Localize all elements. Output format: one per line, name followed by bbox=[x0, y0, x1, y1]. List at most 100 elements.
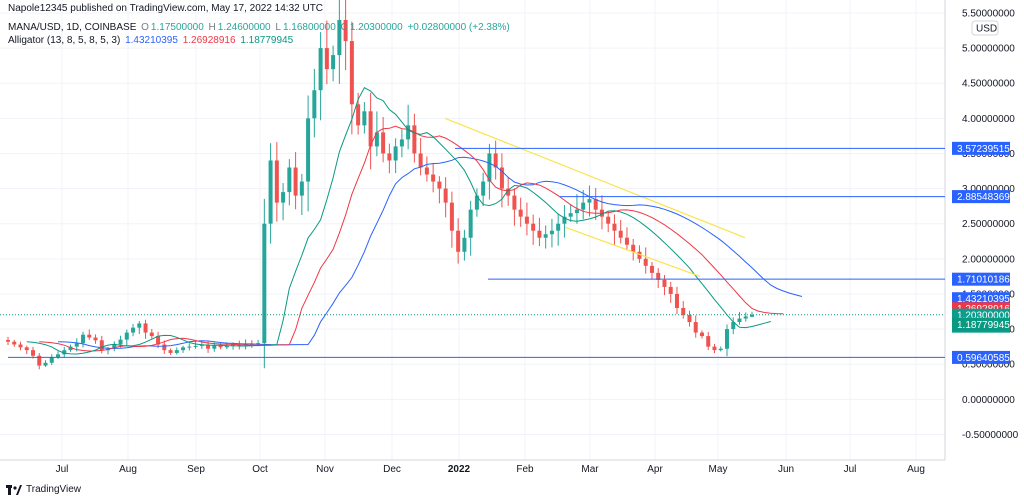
candle-body bbox=[56, 354, 61, 358]
candle-body bbox=[181, 347, 186, 351]
candle-body bbox=[374, 132, 379, 147]
tradingview-logo-icon bbox=[6, 484, 22, 495]
x-tick-label: Dec bbox=[383, 464, 401, 475]
candle-body bbox=[681, 307, 686, 316]
y-tick-label: 3.00000000 bbox=[962, 184, 1015, 195]
candle-body bbox=[587, 199, 592, 203]
candle-body bbox=[637, 251, 642, 259]
candle-body bbox=[699, 332, 704, 337]
candle-body bbox=[418, 153, 423, 168]
level-price-label: 2.88548369 bbox=[957, 192, 1010, 203]
candle-body bbox=[337, 19, 342, 56]
candle-body bbox=[99, 340, 104, 351]
x-tick-label: Aug bbox=[119, 464, 137, 475]
x-tick-label: Oct bbox=[252, 464, 268, 475]
jaw-price-label-bg bbox=[952, 292, 1010, 306]
candle-body bbox=[581, 202, 586, 210]
candle-body bbox=[618, 230, 623, 238]
jaw-price-label: 1.43210395 bbox=[957, 294, 1010, 305]
candle-body bbox=[662, 279, 667, 287]
lips-value: 1.18779945 bbox=[240, 35, 294, 46]
candle-body bbox=[562, 216, 567, 224]
candle-body bbox=[43, 362, 48, 366]
candle-body bbox=[24, 347, 29, 351]
candle-body bbox=[393, 146, 398, 161]
candle-body bbox=[412, 125, 417, 154]
candle-body bbox=[368, 111, 373, 147]
indicator-name[interactable]: Alligator (13, 8, 5, 8, 5, 3) bbox=[8, 35, 121, 46]
candle-body bbox=[556, 223, 561, 231]
candle-body bbox=[212, 345, 217, 349]
candle-body bbox=[193, 345, 198, 347]
level-price-label: 0.59640585 bbox=[957, 353, 1010, 364]
x-tick-label: Nov bbox=[316, 464, 334, 475]
candle-body bbox=[668, 286, 673, 294]
candle-body bbox=[449, 202, 454, 231]
candle-body bbox=[643, 258, 648, 266]
candle-body bbox=[343, 19, 348, 42]
y-tick-label: -0.50000000 bbox=[962, 430, 1019, 441]
level-price-label-bg bbox=[952, 190, 1010, 204]
candle-body bbox=[331, 55, 336, 70]
candle-body bbox=[693, 322, 698, 333]
candle-body bbox=[18, 344, 23, 348]
candle-body bbox=[187, 346, 192, 348]
y-tick-label: 5.00000000 bbox=[962, 44, 1015, 55]
candle-body bbox=[593, 199, 598, 210]
x-tick-label: Jun bbox=[778, 464, 794, 475]
candle-body bbox=[606, 216, 611, 224]
low-value: 1.16800000 bbox=[282, 22, 336, 33]
candle-body bbox=[262, 223, 267, 344]
candle-body bbox=[506, 188, 511, 196]
candle-body bbox=[718, 348, 723, 351]
candle-body bbox=[474, 195, 479, 210]
candle-body bbox=[324, 48, 329, 70]
candle-body bbox=[462, 237, 467, 252]
trendline-2[interactable] bbox=[564, 226, 701, 277]
candle-body bbox=[224, 345, 229, 348]
level-price-label-bg bbox=[952, 272, 1010, 286]
open-value: 1.17500000 bbox=[150, 22, 204, 33]
candle-body bbox=[74, 343, 79, 347]
change-value: +0.02800000 (+2.38%) bbox=[407, 22, 510, 33]
x-tick-label: May bbox=[709, 464, 728, 475]
candle-body bbox=[743, 316, 748, 319]
candle-body bbox=[87, 334, 92, 338]
lips-price-label: 1.18779945 bbox=[957, 320, 1010, 331]
candle-body bbox=[674, 293, 679, 308]
candle-body bbox=[456, 230, 461, 252]
currency-button[interactable] bbox=[971, 20, 999, 36]
candle-body bbox=[512, 195, 517, 210]
level-price-label: 1.71010186 bbox=[957, 275, 1010, 286]
candle-body bbox=[31, 350, 36, 356]
tradingview-footer: TradingView bbox=[6, 484, 81, 495]
candle-body bbox=[631, 244, 636, 252]
candle-body bbox=[168, 350, 173, 353]
candle-body bbox=[612, 223, 617, 231]
candle-body bbox=[293, 167, 298, 196]
candle-body bbox=[381, 132, 386, 154]
candle-body bbox=[468, 209, 473, 238]
candle-body bbox=[12, 341, 17, 345]
close-label: C bbox=[340, 22, 348, 33]
candle-body bbox=[749, 314, 755, 317]
candle-body bbox=[137, 323, 142, 328]
candle-body bbox=[62, 350, 67, 355]
candle-body bbox=[281, 192, 286, 203]
candle-body bbox=[68, 346, 73, 351]
high-value: 1.24600000 bbox=[217, 22, 271, 33]
candle-body bbox=[149, 332, 154, 337]
candle-body bbox=[274, 160, 279, 203]
candle-body bbox=[499, 167, 504, 189]
candle-body bbox=[518, 209, 523, 217]
candle-body bbox=[724, 329, 729, 349]
symbol-label[interactable]: MANA/USD, 1D, COINBASE bbox=[8, 22, 137, 33]
lips-price-label-bg bbox=[952, 317, 1010, 331]
symbol-ohlc-line: MANA/USD, 1D, COINBASE O 1.17500000 H 1.24… bbox=[8, 22, 512, 33]
candle-body bbox=[687, 315, 692, 323]
trendline-1[interactable] bbox=[444, 117, 746, 239]
published-line: Napole12345 published on TradingView.com… bbox=[8, 3, 324, 14]
candle-body bbox=[431, 174, 436, 182]
open-label: O bbox=[141, 22, 149, 33]
